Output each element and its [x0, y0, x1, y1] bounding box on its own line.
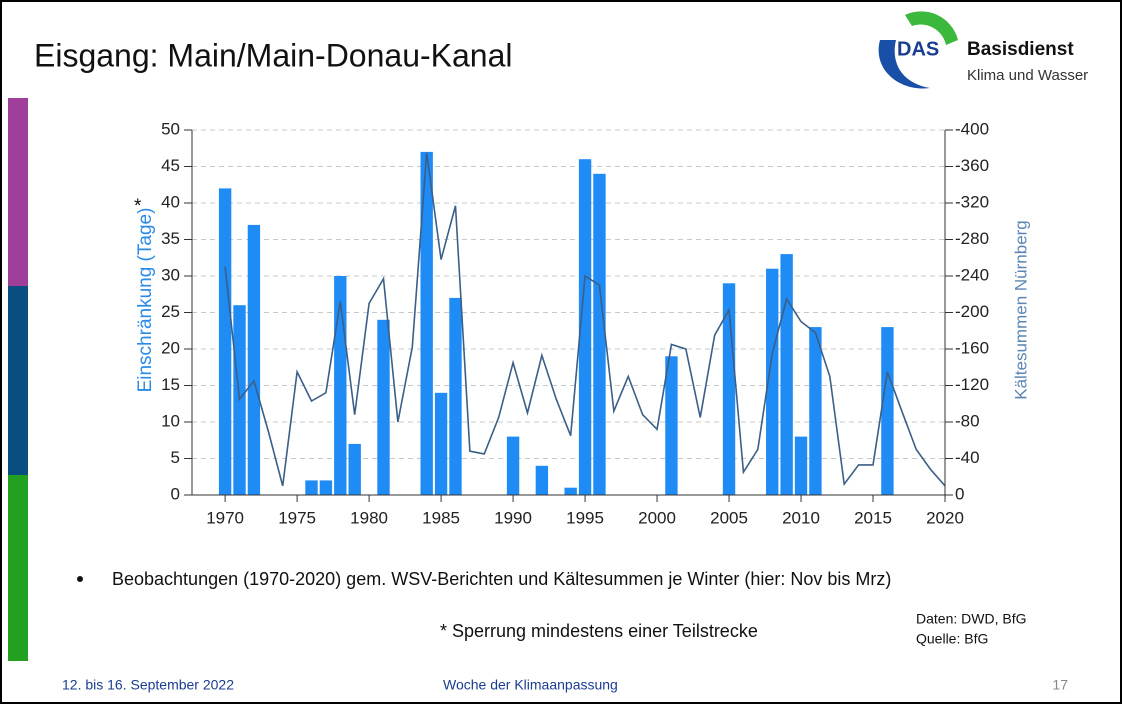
y-tick-label: 50	[161, 119, 180, 138]
bar	[449, 297, 462, 495]
accent-green	[8, 475, 28, 661]
bullet-dot	[77, 576, 83, 582]
accent-blue	[8, 286, 28, 475]
logo-arc	[905, 11, 958, 45]
y-tick-label: 35	[161, 229, 180, 248]
y-tick-label: 10	[161, 411, 180, 430]
y-axis-note: *	[134, 196, 142, 217]
bar	[780, 254, 793, 495]
bar	[334, 276, 347, 495]
x-tick-label: 2015	[854, 508, 892, 527]
bar	[247, 224, 261, 495]
y-tick-label: 0	[171, 484, 180, 503]
logo-name: Basisdienst	[967, 39, 1074, 60]
y2-tick-label: -400	[955, 119, 989, 138]
x-tick-label: 1975	[278, 508, 316, 527]
logo: DAS Basisdienst Klima und Wasser	[878, 11, 1088, 89]
y2-tick-label: -200	[955, 302, 989, 321]
x-tick-label: 1995	[566, 508, 604, 527]
logo-subtitle: Klima und Wasser	[967, 67, 1088, 84]
accent-purple	[8, 98, 28, 286]
x-tick-label: 2010	[782, 508, 820, 527]
footer-date: 12. bis 16. September 2022	[62, 677, 234, 693]
y-tick-label: 40	[161, 192, 180, 211]
bar	[593, 173, 606, 496]
y2-tick-label: -360	[955, 156, 989, 175]
bar	[535, 465, 549, 495]
bar	[434, 392, 448, 495]
y2-tick-label: -40	[955, 448, 980, 467]
slide-title: Eisgang: Main/Main-Donau-Kanal	[34, 37, 512, 73]
y2-tick-label: -280	[955, 229, 989, 248]
x-tick-label: 2000	[638, 508, 676, 527]
line	[224, 152, 946, 487]
bar	[319, 480, 333, 495]
logo-mark: DAS	[897, 38, 939, 60]
x-tick-label: 2005	[710, 508, 748, 527]
y-tick-label: 5	[171, 448, 180, 467]
y2-tick-label: -160	[955, 338, 989, 357]
y-tick-label: 30	[161, 265, 180, 284]
footer-event: Woche der Klimaanpassung	[443, 677, 618, 693]
y-axis-label: Einschränkung (Tage)	[135, 208, 156, 393]
y2-tick-label: -240	[955, 265, 989, 284]
page-number: 17	[1052, 677, 1068, 693]
bar	[578, 159, 592, 495]
logo-swoosh	[878, 40, 930, 89]
bullet-text: Beobachtungen (1970-2020) gem. WSV-Beric…	[112, 569, 891, 589]
bar	[305, 480, 318, 495]
bar	[665, 356, 678, 495]
bar	[420, 151, 433, 495]
x-tick-label: 1970	[206, 508, 244, 527]
bar	[348, 443, 361, 495]
bar	[218, 188, 232, 495]
y2-tick-label: -120	[955, 375, 989, 394]
bar	[377, 319, 390, 495]
source: Quelle: BfG	[916, 631, 988, 647]
x-tick-label: 2020	[926, 508, 964, 527]
y-tick-label: 45	[161, 156, 180, 175]
x-tick-label: 1990	[494, 508, 532, 527]
y2-tick-label: -320	[955, 192, 989, 211]
x-tick-label: 1985	[422, 508, 460, 527]
footnote: * Sperrung mindestens einer Teilstrecke	[440, 621, 758, 641]
bar	[564, 487, 577, 495]
y-tick-label: 20	[161, 338, 180, 357]
bar	[794, 436, 808, 495]
y-tick-label: 25	[161, 302, 180, 321]
y2-axis-label: Kältesummen Nürnberg	[1011, 220, 1030, 400]
bar	[506, 436, 520, 495]
y-tick-label: 15	[161, 375, 180, 394]
bar	[766, 268, 779, 495]
source: Daten: DWD, BfG	[916, 611, 1026, 627]
x-tick-label: 1980	[350, 508, 388, 527]
bar	[881, 327, 894, 495]
y2-tick-label: 0	[955, 484, 964, 503]
bar	[809, 327, 822, 495]
y2-tick-label: -80	[955, 411, 980, 430]
